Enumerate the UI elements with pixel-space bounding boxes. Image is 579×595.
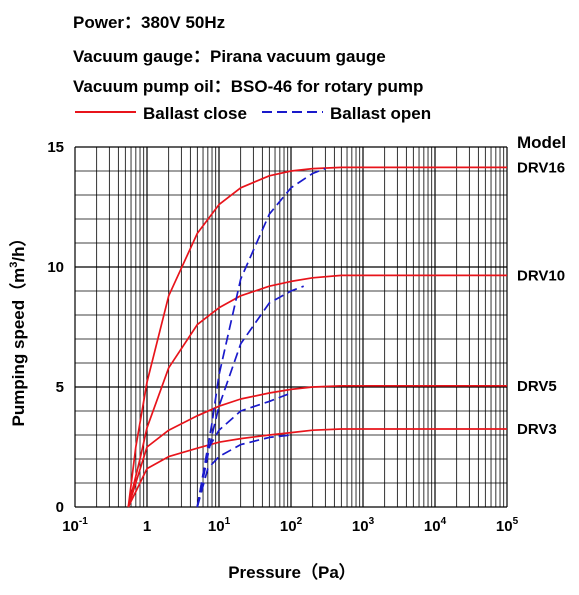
x-tick-exponent: 3 <box>369 516 375 527</box>
series-line-drv3-ballast-open <box>196 434 292 508</box>
legend: Ballast close Ballast open <box>75 104 431 123</box>
model-label-drv3: DRV3 <box>517 421 557 438</box>
x-tick-base: 10 <box>208 518 225 535</box>
y-tick-labels: 0 5 10 15 <box>47 139 64 516</box>
model-labels: DRV16 DRV10 DRV5 DRV3 <box>517 159 565 438</box>
y-axis-label-main: Pumping speed（m <box>8 268 28 427</box>
x-tick-label: 104 <box>424 516 447 535</box>
model-label-drv10: DRV10 <box>517 267 565 284</box>
y-axis-label-tail: /h） <box>8 230 28 262</box>
x-tick-label: 103 <box>352 516 375 535</box>
x-tick-exponent: 2 <box>297 516 303 527</box>
power-info: Power：380V 50Hz <box>73 13 226 32</box>
series-line-drv3-ballast-close <box>127 428 507 508</box>
x-tick-label: 102 <box>280 516 303 535</box>
x-tick-base: 10 <box>280 518 297 535</box>
x-tick-base: 10 <box>352 518 369 535</box>
x-tick-exponent: 5 <box>513 516 519 527</box>
x-tick-exponent: 4 <box>441 516 447 527</box>
y-axis-label: Pumping speed（m3/h） <box>8 230 28 427</box>
x-tick-label: 1 <box>143 518 151 535</box>
vacuum-pump-oil-info: Vacuum pump oil：BSO-46 for rotary pump <box>73 77 424 96</box>
model-header: Model <box>517 133 566 152</box>
x-tick-base: 10 <box>496 518 513 535</box>
plot-grid <box>74 146 508 508</box>
plot-curves <box>127 166 507 508</box>
x-axis-label: Pressure（Pa） <box>228 562 356 582</box>
x-tick-base: 10 <box>62 518 79 535</box>
series-line-drv16-ballast-close <box>127 166 507 508</box>
x-tick-exponent: 1 <box>225 516 231 527</box>
y-axis-label-superscript: 3 <box>8 262 20 268</box>
x-tick-exponent: -1 <box>79 516 88 527</box>
x-tick-base: 10 <box>424 518 441 535</box>
legend-ballast-open-label: Ballast open <box>330 104 431 123</box>
series-line-drv5-ballast-close <box>127 384 507 508</box>
series-line-drv16-ballast-open <box>196 167 326 508</box>
series-line-drv5-ballast-open <box>196 392 292 508</box>
vacuum-gauge-info: Vacuum gauge：Pirana vacuum gauge <box>73 47 386 66</box>
x-tick-label: 105 <box>496 516 519 535</box>
y-tick-label: 15 <box>47 139 64 156</box>
x-tick-label: 10-1 <box>62 516 88 535</box>
y-tick-label: 10 <box>47 259 64 276</box>
y-tick-label: 5 <box>56 379 64 396</box>
model-label-drv5: DRV5 <box>517 378 557 395</box>
y-tick-label: 0 <box>56 499 64 516</box>
model-label-drv16: DRV16 <box>517 159 565 176</box>
series-line-drv10-ballast-close <box>127 274 507 508</box>
x-tick-labels: 10-1 1 101 102 103 104 105 <box>62 516 518 535</box>
series-line-drv10-ballast-open <box>196 285 305 508</box>
legend-ballast-close-label: Ballast close <box>143 104 247 123</box>
x-tick-label: 101 <box>208 516 231 535</box>
x-tick-base: 1 <box>143 518 151 535</box>
